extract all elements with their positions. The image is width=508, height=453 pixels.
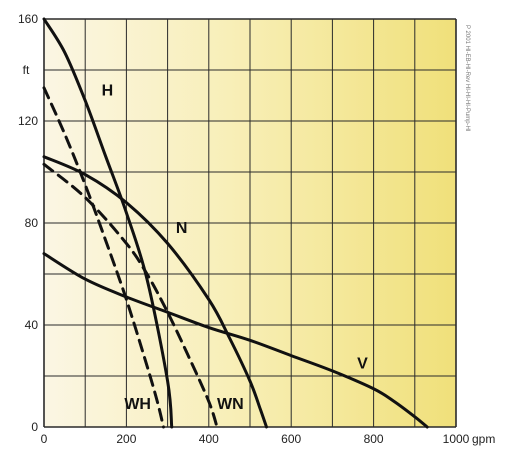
y-tick-label: 0 bbox=[31, 420, 38, 434]
grid-lines bbox=[43, 18, 457, 428]
curve-label-wh: WH bbox=[124, 396, 151, 413]
curve-label-v: V bbox=[357, 355, 368, 372]
x-tick-label: 800 bbox=[364, 432, 384, 446]
curve-n bbox=[42, 155, 268, 429]
curve-wn bbox=[42, 162, 219, 429]
y-unit-label: ft bbox=[23, 63, 30, 77]
x-tick-label: 0 bbox=[41, 432, 48, 446]
curves bbox=[42, 17, 429, 429]
y-tick-label: 40 bbox=[25, 318, 39, 332]
curve-label-wn: WN bbox=[217, 396, 244, 413]
y-tick-label: 120 bbox=[18, 114, 38, 128]
x-tick-label: 600 bbox=[281, 432, 301, 446]
axis-ticks: 0 200 400 600 800 1000 0 40 80 120 160 bbox=[18, 12, 470, 446]
curve-wh bbox=[42, 86, 165, 429]
y-tick-label: 160 bbox=[18, 12, 38, 26]
curve-labels: H N V WH WN bbox=[102, 83, 368, 414]
x-tick-label: 400 bbox=[199, 432, 219, 446]
side-note: P 2001 HI-EB-HI-Rev HI-HI-HI-Pump-HI bbox=[464, 25, 470, 132]
curve-label-n: N bbox=[176, 220, 188, 237]
x-tick-label: 1000 bbox=[443, 432, 470, 446]
curve-label-h: H bbox=[102, 83, 114, 100]
y-tick-label: 80 bbox=[25, 216, 39, 230]
curve-v bbox=[42, 252, 429, 429]
x-tick-label: 200 bbox=[116, 432, 136, 446]
x-unit-label: gpm bbox=[472, 432, 495, 446]
